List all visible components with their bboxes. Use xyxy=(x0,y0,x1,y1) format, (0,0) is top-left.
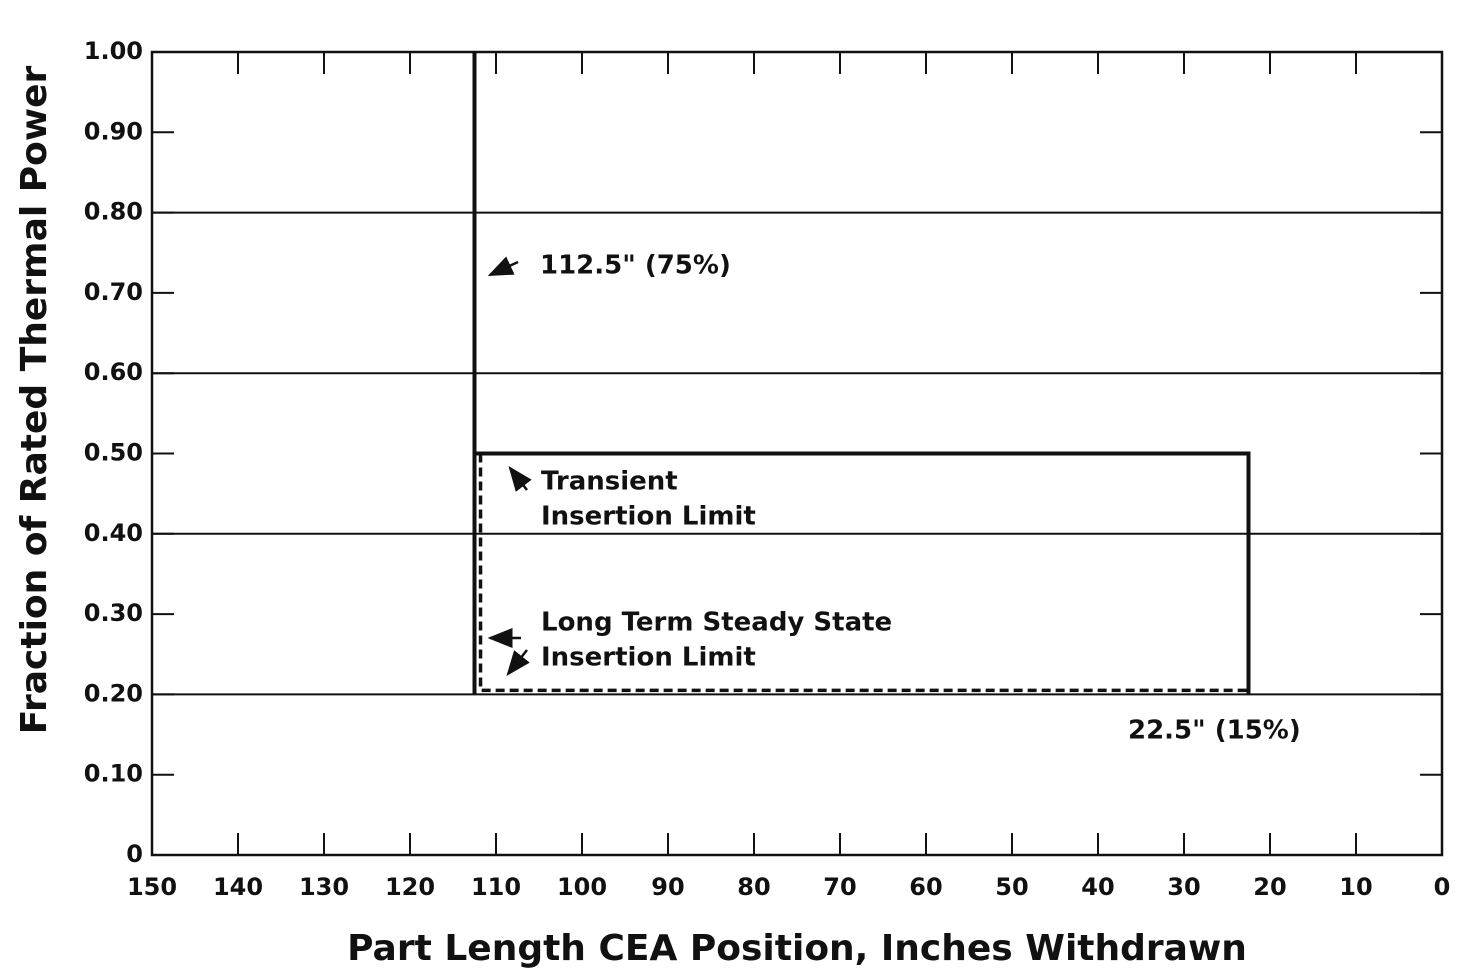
y-tick-label: 0.90 xyxy=(84,117,143,145)
y-tick-label: 0.60 xyxy=(84,358,143,386)
x-tick-label: 100 xyxy=(557,873,607,901)
x-tick-label: 130 xyxy=(299,873,349,901)
y-tick-label: 0.10 xyxy=(84,760,143,788)
y-tick-label: 0.40 xyxy=(84,519,143,547)
x-tick-label: 50 xyxy=(995,873,1028,901)
x-tick-label: 40 xyxy=(1081,873,1114,901)
x-tick-label: 30 xyxy=(1167,873,1200,901)
y-tick-label: 0.50 xyxy=(84,439,143,467)
x-tick-label: 70 xyxy=(823,873,856,901)
y-tick-label: 0 xyxy=(126,840,143,868)
annotation: Long Term Steady State xyxy=(541,608,892,638)
x-tick-label: 90 xyxy=(651,873,684,901)
series-line xyxy=(478,453,1249,693)
y-tick-label: 0.80 xyxy=(84,198,143,226)
y-tick-label: 0.30 xyxy=(84,599,143,627)
x-tick-label: 150 xyxy=(127,873,177,901)
x-tick-label: 10 xyxy=(1339,873,1372,901)
x-tick-label: 80 xyxy=(737,873,770,901)
annotation: 22.5" (15%) xyxy=(1128,716,1301,746)
y-tick-label: 0.20 xyxy=(84,679,143,707)
annotation: Insertion Limit xyxy=(541,643,756,673)
arrows xyxy=(487,256,532,676)
x-tick-label: 60 xyxy=(909,873,942,901)
x-tick-label: 120 xyxy=(385,873,435,901)
x-tick-label: 140 xyxy=(213,873,263,901)
series-line xyxy=(472,52,1251,695)
y-axis-label: Fraction of Rated Thermal Power xyxy=(14,65,55,734)
annotation: Insertion Limit xyxy=(541,502,756,532)
y-tick-label: 1.00 xyxy=(84,37,143,65)
annotation: Transient xyxy=(541,467,678,497)
x-axis-label: Part Length CEA Position, Inches Withdra… xyxy=(347,928,1247,969)
y-tick-label: 0.70 xyxy=(84,278,143,306)
x-tick-label: 110 xyxy=(471,873,521,901)
x-tick-label: 20 xyxy=(1253,873,1286,901)
x-tick-label: 0 xyxy=(1434,873,1451,901)
annotation: 112.5" (75%) xyxy=(540,251,731,281)
